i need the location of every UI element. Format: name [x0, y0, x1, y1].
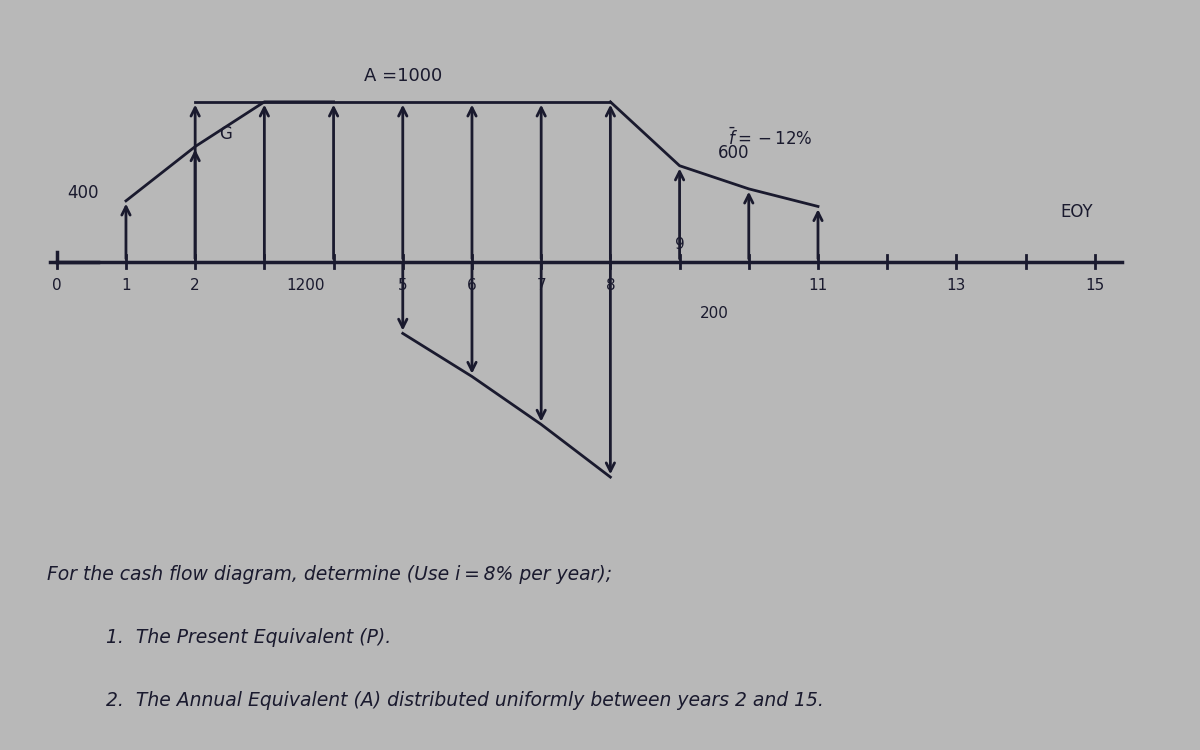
Text: 9: 9	[674, 237, 684, 252]
Text: For the cash flow diagram, determine (Use i = 8% per year);: For the cash flow diagram, determine (Us…	[47, 566, 612, 584]
Text: 15: 15	[1085, 278, 1104, 292]
Text: 1.  The Present Equivalent (P).: 1. The Present Equivalent (P).	[82, 628, 391, 647]
Text: 200: 200	[700, 306, 728, 321]
Text: 1200: 1200	[287, 278, 325, 292]
Text: 6: 6	[467, 278, 476, 292]
Text: 13: 13	[947, 278, 966, 292]
Text: 1: 1	[121, 278, 131, 292]
Text: 11: 11	[809, 278, 828, 292]
Text: 8: 8	[606, 278, 616, 292]
Text: 600: 600	[718, 144, 749, 162]
Text: A =1000: A =1000	[364, 67, 442, 85]
Text: 5: 5	[398, 278, 408, 292]
Text: 2: 2	[191, 278, 200, 292]
Text: 0: 0	[52, 278, 61, 292]
Text: EOY: EOY	[1060, 202, 1093, 220]
Text: 400: 400	[67, 184, 98, 202]
Text: G: G	[220, 124, 233, 142]
Text: 7: 7	[536, 278, 546, 292]
Text: 2.  The Annual Equivalent (A) distributed uniformly between years 2 and 15.: 2. The Annual Equivalent (A) distributed…	[82, 692, 823, 710]
Text: $\bar{f}=-12\%$: $\bar{f}=-12\%$	[728, 128, 812, 149]
